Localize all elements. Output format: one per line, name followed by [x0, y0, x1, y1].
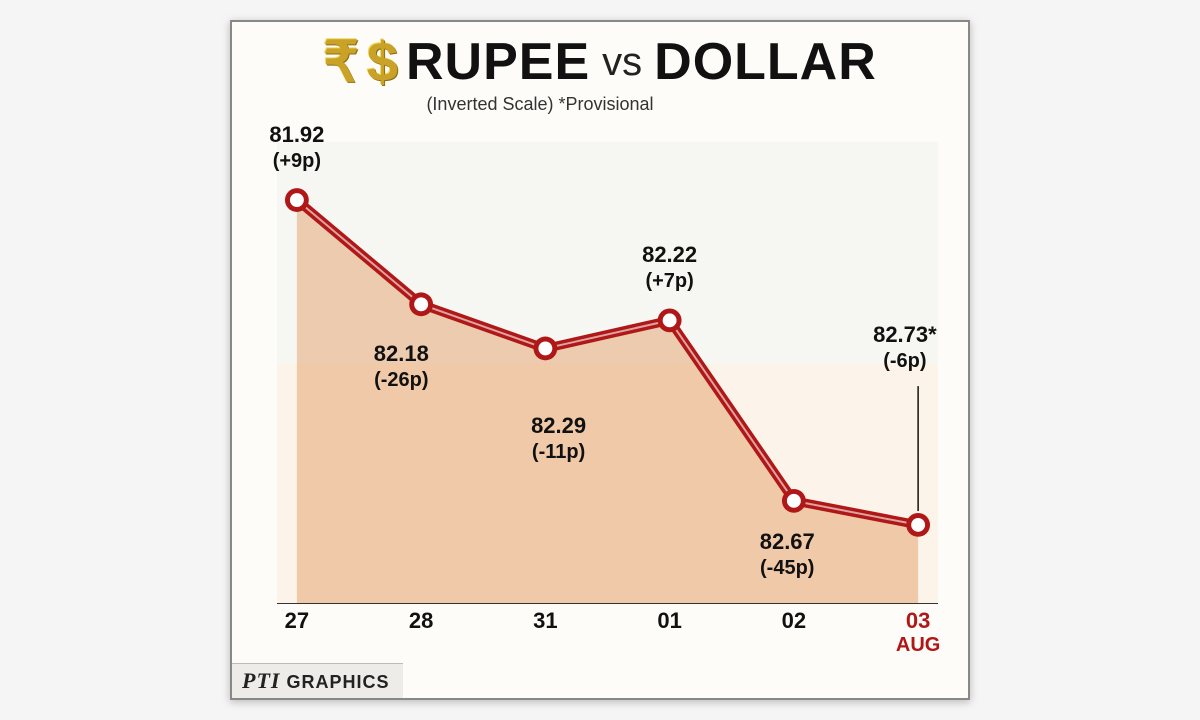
dollar-icon: $: [367, 34, 398, 90]
datapoint-label: 82.18 (-26p): [374, 341, 429, 392]
title-row: ₹ $ RUPEE vs DOLLAR: [323, 32, 877, 92]
value-label: 82.18: [374, 341, 429, 366]
chart-marker-inner: [538, 341, 552, 355]
value-label: 82.73*: [873, 322, 937, 347]
datapoint-label: 82.73* (-6p): [873, 322, 937, 373]
datapoint-label: 82.67 (-45p): [760, 529, 815, 580]
delta-label: (+7p): [645, 270, 693, 292]
chart-frame: ₹ $ RUPEE vs DOLLAR (Inverted Scale) *Pr…: [230, 20, 970, 700]
chart-marker-inner: [911, 518, 925, 532]
header: ₹ $ RUPEE vs DOLLAR (Inverted Scale) *Pr…: [232, 32, 968, 115]
rupee-icon: ₹: [323, 34, 359, 90]
value-label: 81.92: [269, 122, 324, 147]
chart-marker-inner: [414, 297, 428, 311]
chart-marker-inner: [663, 313, 677, 327]
x-axis-month: AUG: [896, 634, 940, 657]
x-tick-label: 01: [657, 608, 681, 633]
subtitle: (Inverted Scale) *Provisional: [232, 94, 968, 115]
delta-label: (-11p): [532, 441, 585, 463]
x-axis-tick: 02: [782, 608, 806, 634]
datapoint-label: 82.22 (+7p): [642, 242, 697, 293]
datapoint-label: 81.92 (+9p): [269, 122, 324, 173]
value-label: 82.22: [642, 242, 697, 267]
footer-credit: PTI GRAPHICS: [232, 663, 403, 698]
x-axis-tick: 01: [657, 608, 681, 634]
x-axis: 272831010203AUG: [277, 603, 938, 643]
x-tick-label: 03: [906, 608, 930, 633]
x-tick-label: 31: [533, 608, 557, 633]
x-axis-tick: 31: [533, 608, 557, 634]
x-axis-tick: 27: [285, 608, 309, 634]
value-label: 82.29: [531, 413, 586, 438]
chart-marker-inner: [290, 193, 304, 207]
delta-label: (+9p): [273, 150, 321, 172]
delta-label: (-6p): [883, 350, 926, 372]
chart-area-fill: [297, 200, 918, 603]
x-axis-tick: 28: [409, 608, 433, 634]
footer-source-text: GRAPHICS: [286, 672, 389, 693]
x-tick-label: 02: [782, 608, 806, 633]
chart-marker-inner: [787, 494, 801, 508]
x-axis-tick: 03AUG: [896, 608, 940, 657]
title-left: RUPEE: [406, 32, 590, 92]
delta-label: (-26p): [374, 369, 428, 391]
delta-label: (-45p): [760, 557, 814, 579]
value-label: 82.67: [760, 529, 815, 554]
datapoint-label: 82.29 (-11p): [531, 413, 586, 464]
chart-area: 81.92(+9p)82.18(-26p)82.29(-11p)82.22(+7…: [277, 142, 938, 603]
x-tick-label: 28: [409, 608, 433, 633]
footer-source-prefix: PTI: [242, 668, 280, 694]
x-tick-label: 27: [285, 608, 309, 633]
title-vs: vs: [602, 40, 642, 85]
title-right: DOLLAR: [654, 32, 877, 92]
